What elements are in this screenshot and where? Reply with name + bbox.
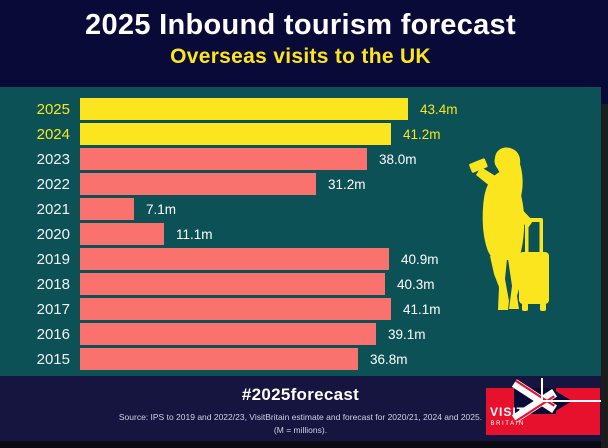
year-label: 2020 (36, 225, 70, 243)
bar (80, 148, 367, 170)
value-label: 39.1m (388, 326, 426, 342)
chart-rows: 2025 43.4m 2024 41.2m 2023 38.0m 2022 31.2m 2021… (0, 98, 601, 373)
traveler-with-suitcase-icon (469, 147, 549, 311)
chart-row: 2019 40.9m (0, 248, 601, 270)
year-label: 2017 (36, 300, 70, 318)
year-label: 2023 (36, 150, 70, 168)
value-label: 38.0m (379, 151, 417, 167)
year-label: 2018 (36, 275, 70, 293)
chart-row: 2024 41.2m (0, 123, 601, 145)
value-label: 36.8m (370, 351, 408, 367)
bar (80, 98, 408, 120)
value-label: 43.4m (420, 101, 458, 117)
chart-row: 2022 31.2m (0, 173, 601, 195)
value-label: 40.3m (397, 276, 435, 292)
bar (80, 198, 134, 220)
page-title: 2025 Inbound tourism forecast (85, 9, 516, 41)
bar (80, 273, 385, 295)
chart-row: 2018 40.3m (0, 273, 601, 295)
year-label: 2024 (36, 125, 70, 143)
chart-row: 2025 43.4m (0, 98, 601, 120)
source-note: Source: IPS to 2019 and 2022/23, VisitBr… (0, 411, 601, 437)
value-label: 41.2m (403, 126, 441, 142)
year-label: 2022 (36, 175, 70, 193)
bar (80, 173, 316, 195)
year-label: 2025 (36, 100, 70, 118)
value-label: 31.2m (328, 176, 366, 192)
page-subtitle: Overseas visits to the UK (170, 45, 431, 68)
logo-visit-text: VISIT (490, 405, 525, 419)
chart-row: 2020 11.1m (0, 223, 601, 245)
header: 2025 Inbound tourism forecast Overseas v… (0, 0, 601, 87)
bar (80, 298, 391, 320)
hashtag: #2025forecast (241, 385, 360, 404)
source-line-1: Source: IPS to 2019 and 2022/23, VisitBr… (118, 412, 483, 422)
value-label: 40.9m (401, 251, 439, 267)
year-label: 2021 (36, 200, 70, 218)
chart-row: 2016 39.1m (0, 323, 601, 345)
bar (80, 223, 164, 245)
union-jack-flag-icon (511, 378, 608, 423)
year-label: 2015 (36, 350, 70, 368)
year-label: 2019 (36, 250, 70, 268)
value-label: 11.1m (176, 226, 213, 242)
year-label: 2016 (36, 325, 70, 343)
chart-row: 2023 38.0m (0, 148, 601, 170)
value-label: 7.1m (146, 201, 177, 217)
bar (80, 123, 391, 145)
value-label: 41.1m (403, 301, 441, 317)
source-line-2: (M = millions). (273, 424, 328, 435)
logo-britain-text: BRITAIN (491, 421, 525, 427)
visitbritain-logo: VISIT BRITAIN (486, 378, 608, 435)
bar (80, 248, 389, 270)
bar (80, 348, 358, 370)
screenshot-bottom-edge (0, 441, 601, 448)
chart-row: 2021 7.1m (0, 198, 601, 220)
bar (80, 323, 376, 345)
chart-row: 2017 41.1m (0, 298, 601, 320)
chart-row: 2015 36.8m (0, 348, 601, 370)
screenshot-right-edge (601, 104, 608, 448)
